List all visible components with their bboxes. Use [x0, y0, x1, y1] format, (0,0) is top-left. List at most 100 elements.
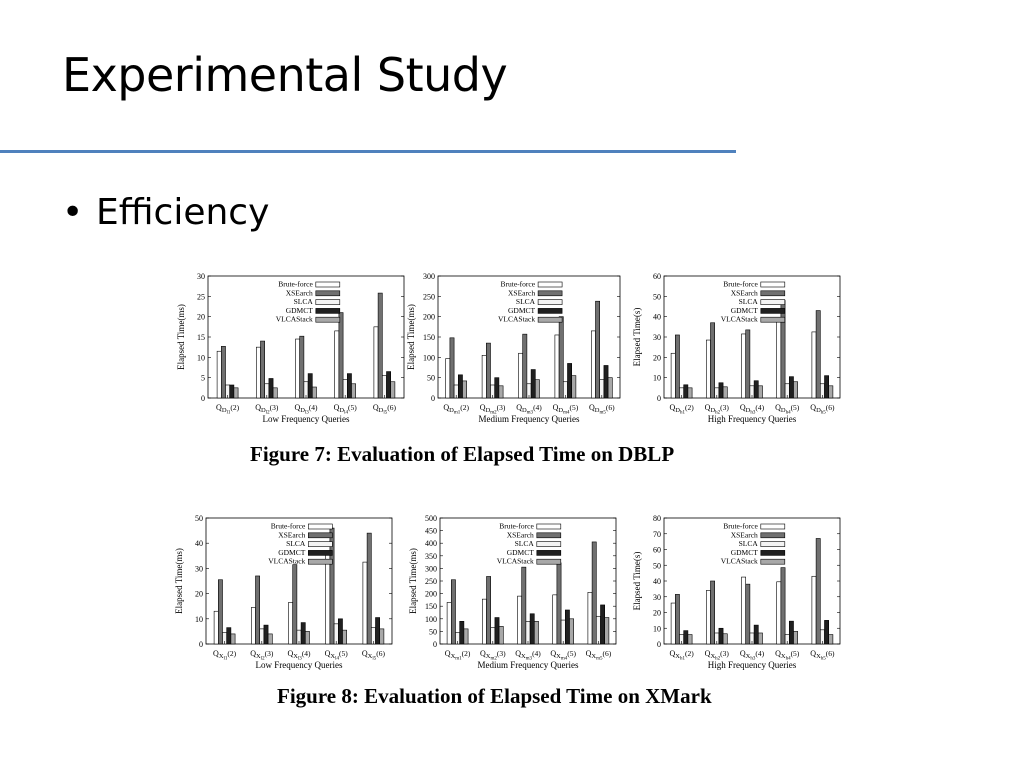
bar-gdmct: [789, 376, 794, 399]
y-tick-label: 400: [425, 539, 437, 548]
x-tick-label: QDm3(4): [516, 403, 542, 416]
bar-vlcastack: [462, 380, 467, 399]
legend-swatch: [537, 316, 563, 323]
x-tick-label: QXl3(4): [287, 649, 311, 662]
y-tick-label: 40: [653, 313, 661, 322]
bar-xsearch: [486, 576, 491, 645]
bar-vlcastack: [312, 386, 317, 399]
legend-label: GDMCT: [731, 548, 759, 557]
bar-vlcastack: [535, 379, 540, 399]
legend-swatch: [760, 316, 786, 323]
x-tick-label: QXh5(6): [810, 649, 835, 662]
bar-slca: [525, 621, 531, 645]
x-axis-label: Medium Frequency Queries: [479, 414, 580, 424]
bar-xsearch: [450, 579, 456, 645]
bar-xsearch: [556, 562, 562, 645]
y-tick-label: 20: [197, 313, 205, 322]
bar-gdmct: [375, 617, 380, 645]
bar-gdmct: [494, 617, 500, 645]
bullet-text: Efficiency: [96, 192, 270, 233]
legend-swatch: [760, 550, 786, 556]
bar-vlcastack: [604, 617, 610, 645]
bar-slca: [596, 615, 601, 645]
x-tick-label: QDl5(6): [373, 403, 397, 416]
legend-swatch: [308, 558, 333, 565]
legend-label: SLCA: [286, 539, 306, 548]
bar-gdmct: [600, 604, 605, 645]
bar-gdmct: [789, 620, 794, 645]
y-tick-label: 20: [653, 353, 661, 362]
legend-label: VLCAStack: [721, 557, 758, 566]
y-tick-label: 25: [197, 292, 205, 301]
y-tick-label: 200: [425, 590, 437, 599]
x-tick-label: QDm1(2): [443, 403, 469, 416]
bar-xsearch: [710, 322, 715, 399]
bar-brute-force: [325, 552, 331, 645]
y-tick-label: 200: [423, 313, 435, 322]
bar-vlcastack: [305, 631, 310, 645]
legend-swatch: [760, 558, 786, 565]
bar-brute-force: [517, 595, 522, 645]
bar-gdmct: [565, 609, 570, 645]
bar-vlcastack: [793, 631, 798, 645]
bar-brute-force: [811, 331, 817, 399]
legend-swatch: [760, 281, 786, 288]
y-tick-label: 30: [195, 564, 203, 573]
x-tick-label: QXl1(2): [213, 649, 237, 662]
y-axis-label: Elapsed Time(s): [632, 552, 642, 611]
bar-vlcastack: [758, 632, 763, 645]
bar-xsearch: [674, 334, 680, 399]
bar-xsearch: [449, 337, 455, 399]
legend-swatch: [760, 308, 786, 314]
legend-label: VLCAStack: [276, 315, 313, 324]
y-tick-label: 100: [425, 615, 437, 624]
y-tick-label: 20: [653, 609, 661, 618]
slide-title: Experimental Study: [62, 48, 508, 102]
x-tick-label: QXl4(5): [325, 649, 349, 662]
bar-brute-force: [216, 350, 222, 399]
legend-label: XSEarch: [286, 288, 313, 297]
bar-brute-force: [482, 598, 487, 645]
legend-label: XSEarch: [508, 288, 535, 297]
y-tick-label: 30: [653, 593, 661, 602]
x-tick-label: QDm5(6): [589, 403, 615, 416]
bar-brute-force: [811, 575, 817, 645]
y-tick-label: 40: [653, 577, 661, 586]
bar-gdmct: [457, 374, 463, 399]
y-tick-label: 10: [653, 624, 661, 633]
bar-gdmct: [300, 622, 306, 645]
x-tick-label: QDh3(4): [740, 403, 765, 416]
legend-label: SLCA: [515, 539, 535, 548]
bar-vlcastack: [607, 377, 613, 399]
bar-gdmct: [683, 384, 689, 399]
bar-brute-force: [554, 334, 560, 399]
legend-swatch: [537, 308, 563, 314]
bar-brute-force: [706, 590, 711, 645]
x-tick-label: QXh1(2): [669, 649, 694, 662]
bar-brute-force: [288, 602, 293, 645]
bar-vlcastack: [758, 385, 763, 399]
bar-vlcastack: [687, 634, 693, 645]
y-tick-label: 10: [195, 615, 203, 624]
bar-gdmct: [718, 382, 724, 399]
title-rule: [0, 150, 736, 153]
legend-label: Brute-force: [501, 280, 536, 289]
bar-gdmct: [263, 624, 269, 645]
legend-swatch: [315, 290, 341, 297]
y-axis-label: Elapsed Time(ms): [408, 548, 418, 614]
x-tick-label: QDl2(3): [255, 403, 279, 416]
legend-label: Brute-force: [723, 522, 758, 531]
x-tick-label: QDh2(3): [705, 403, 730, 416]
y-tick-label: 450: [425, 527, 437, 536]
x-tick-label: QDh4(5): [775, 403, 800, 416]
x-axis-label: Low Frequency Queries: [256, 660, 343, 670]
bar-xsearch: [815, 538, 821, 645]
y-tick-label: 350: [425, 552, 437, 561]
chart-xmark-medium: 0 50 100 150 200 250 300 350 400 450 500 Elapsed Ti…: [408, 514, 617, 670]
bar-xsearch: [591, 541, 597, 645]
bar-xsearch: [292, 564, 298, 645]
bar-vlcastack: [498, 626, 504, 645]
bar-brute-force: [518, 352, 523, 399]
y-tick-label: 50: [653, 292, 661, 301]
bar-xsearch: [255, 575, 260, 645]
